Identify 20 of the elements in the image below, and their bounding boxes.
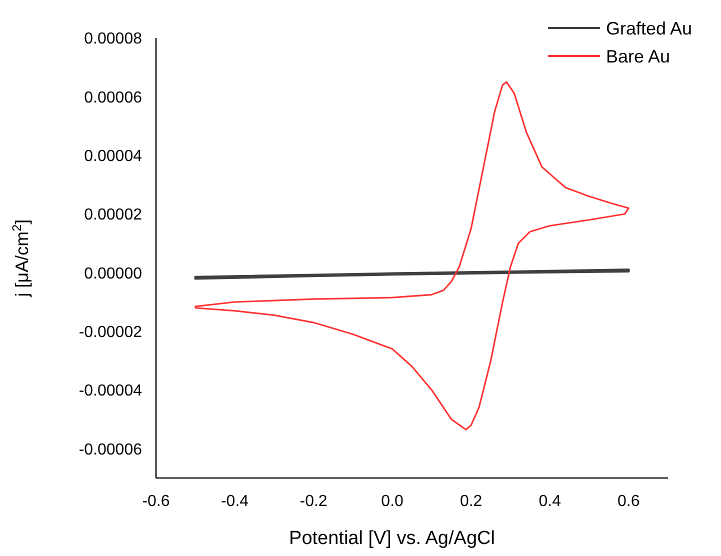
y-tick-label: -0.00004 bbox=[78, 382, 142, 400]
line-series bbox=[194, 81, 630, 430]
x-tick-label: -0.6 bbox=[142, 493, 170, 510]
x-tick-label: -0.2 bbox=[300, 493, 328, 510]
y-tick-label: -0.00002 bbox=[78, 324, 142, 341]
x-tick-label: 0.2 bbox=[460, 493, 482, 510]
legend-label: Grafted Au bbox=[606, 18, 692, 38]
x-tick-label: -0.4 bbox=[220, 493, 249, 510]
y-tick-label: 0.00002 bbox=[84, 206, 142, 224]
x-tick-label: 0.6 bbox=[617, 493, 640, 510]
x-axis-title: Potential [V] vs. Ag/AgCl bbox=[289, 528, 495, 549]
legend-label: Bare Au bbox=[606, 46, 670, 66]
line-series bbox=[194, 268, 630, 280]
y-tick-label: 0.00004 bbox=[84, 148, 142, 165]
y-tick-label: 0.00008 bbox=[84, 30, 142, 48]
x-tick-label: 0.0 bbox=[381, 493, 404, 510]
x-tick-label: 0.4 bbox=[538, 493, 562, 510]
y-tick-label: 0.00006 bbox=[84, 89, 142, 106]
y-tick-label: -0.00006 bbox=[78, 441, 142, 458]
y-tick-label: 0.00000 bbox=[84, 265, 142, 282]
